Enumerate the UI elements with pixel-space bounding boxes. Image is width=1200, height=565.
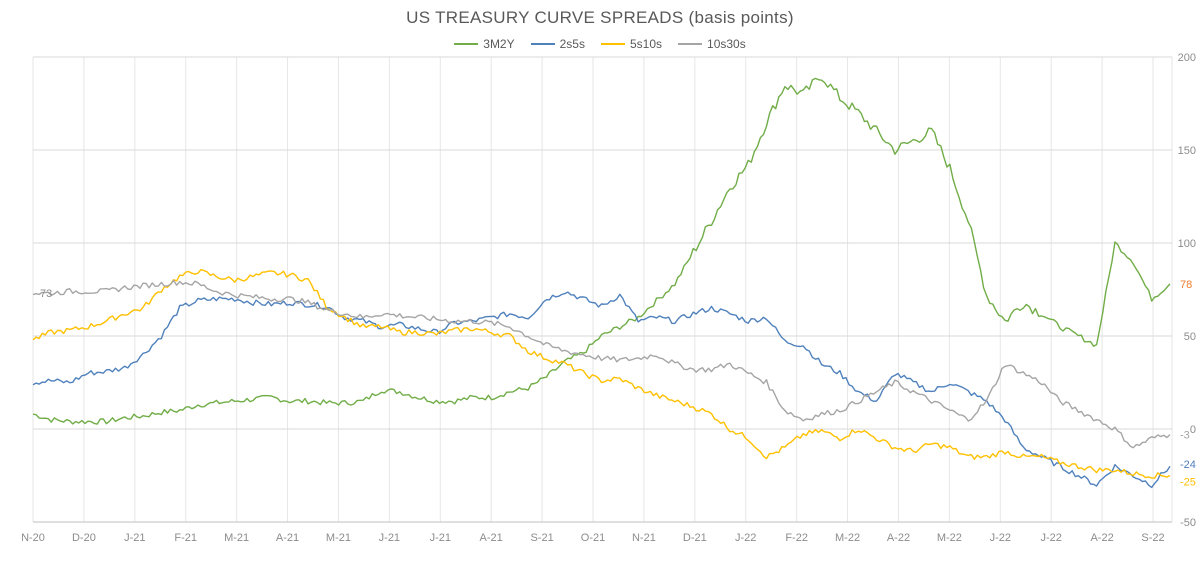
y-tick-label: 150 bbox=[1178, 145, 1196, 157]
legend-item-10s30s: 10s30s bbox=[678, 37, 746, 51]
series-line-2s5s bbox=[32, 291, 1171, 489]
legend-swatch bbox=[530, 43, 555, 45]
legend-item-5s10s: 5s10s bbox=[600, 37, 663, 51]
x-tick-label: M-22 bbox=[937, 532, 962, 544]
x-tick-label: O-21 bbox=[581, 532, 605, 544]
x-tick-label: J-21 bbox=[430, 532, 451, 544]
y-tick-label: 200 bbox=[1178, 52, 1196, 64]
end-value-label-3m2y: 78 bbox=[1180, 279, 1192, 291]
y-tick-label: 50 bbox=[1184, 331, 1196, 343]
x-tick-label: M-21 bbox=[224, 532, 249, 544]
chart-title: US TREASURY CURVE SPREADS (basis points) bbox=[406, 8, 794, 27]
x-tick-label: J-22 bbox=[735, 532, 756, 544]
chart-legend: 3M2Y 2s5s 5s10s 10s30s bbox=[0, 37, 1200, 51]
x-tick-label: A-22 bbox=[887, 532, 910, 544]
x-tick-label: D-20 bbox=[72, 532, 96, 544]
x-tick-label: N-21 bbox=[632, 532, 656, 544]
x-tick-label: M-22 bbox=[835, 532, 860, 544]
x-tick-label: J-21 bbox=[379, 532, 400, 544]
legend-swatch bbox=[600, 43, 625, 45]
x-tick-label: N-20 bbox=[21, 532, 45, 544]
y-tick-label: -50 bbox=[1180, 517, 1196, 529]
end-value-label-10s30s: -3 bbox=[1180, 430, 1190, 442]
legend-label: 5s10s bbox=[629, 37, 663, 51]
x-tick-label: A-21 bbox=[276, 532, 299, 544]
y-tick-label: 0 bbox=[1190, 424, 1196, 436]
start-value-label-10s30s: 73 bbox=[40, 288, 52, 300]
end-value-label-2s5s: -24 bbox=[1180, 459, 1196, 471]
legend-item-2s5s: 2s5s bbox=[530, 37, 585, 51]
x-tick-label: A-21 bbox=[480, 532, 503, 544]
legend-label: 2s5s bbox=[559, 37, 585, 51]
legend-swatch bbox=[678, 43, 703, 45]
series-line-3m2y bbox=[32, 77, 1171, 425]
x-tick-label: J-21 bbox=[124, 532, 145, 544]
legend-item-3m2y: 3M2Y bbox=[454, 37, 515, 51]
x-tick-label: S-22 bbox=[1141, 532, 1164, 544]
legend-swatch bbox=[454, 43, 479, 45]
series-line-10s30s bbox=[32, 279, 1171, 449]
x-tick-label: J-22 bbox=[1040, 532, 1061, 544]
x-tick-label: A-22 bbox=[1090, 532, 1113, 544]
x-tick-label: M-21 bbox=[326, 532, 351, 544]
y-tick-label: 100 bbox=[1178, 238, 1196, 250]
x-tick-label: J-22 bbox=[990, 532, 1011, 544]
x-tick-label: F-21 bbox=[174, 532, 197, 544]
legend-label: 3M2Y bbox=[483, 37, 515, 51]
legend-label: 10s30s bbox=[707, 37, 746, 51]
x-tick-label: D-21 bbox=[683, 532, 707, 544]
series-line-5s10s bbox=[32, 268, 1171, 479]
end-value-label-5s10s: -25 bbox=[1180, 477, 1196, 489]
x-tick-label: F-22 bbox=[785, 532, 808, 544]
x-tick-label: S-21 bbox=[530, 532, 553, 544]
